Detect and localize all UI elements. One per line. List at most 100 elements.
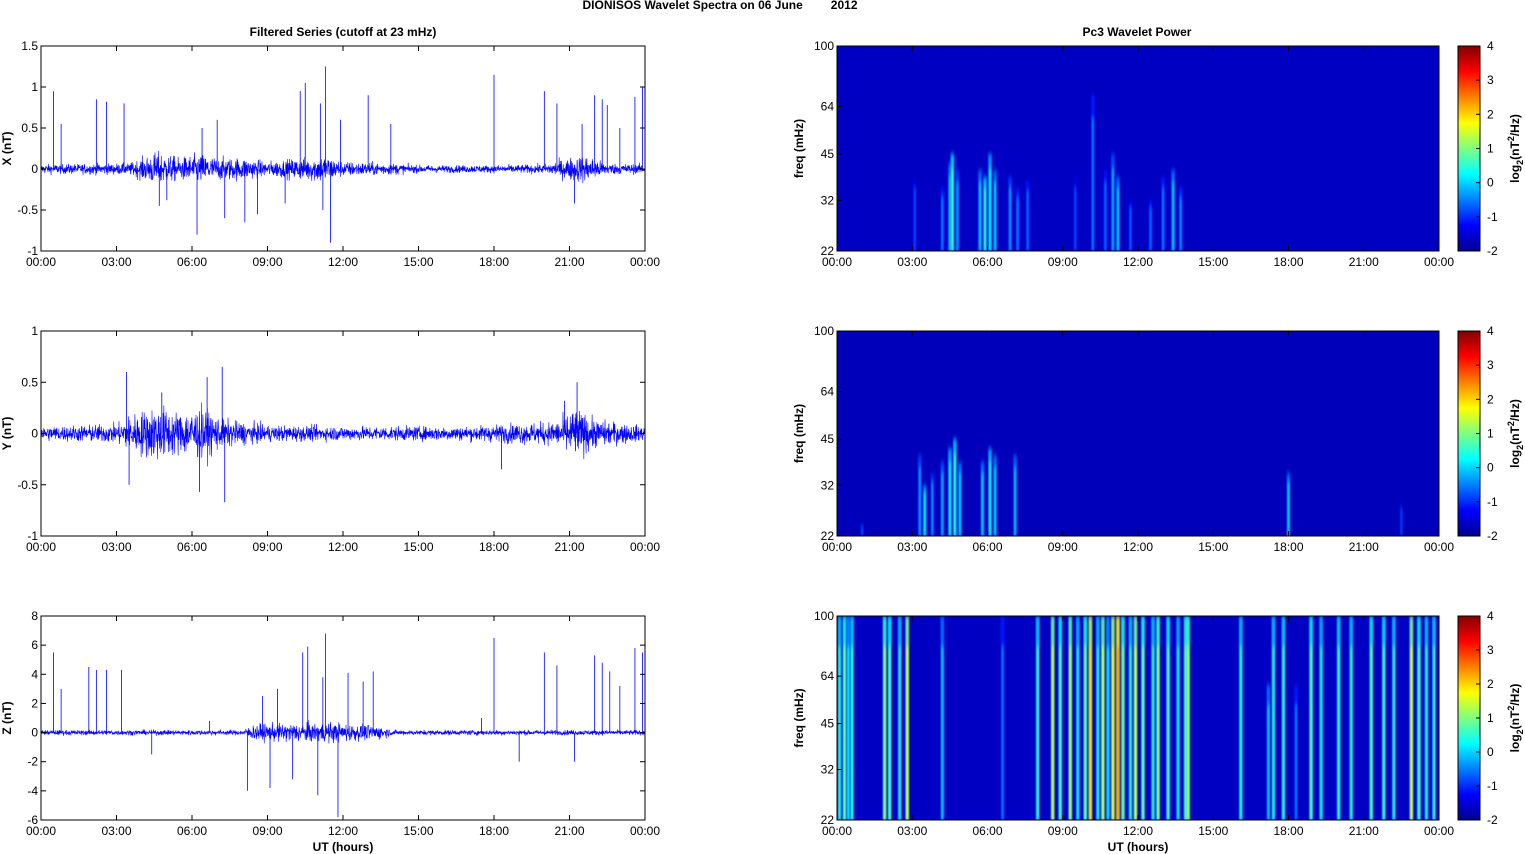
spectrum-z-streak <box>1096 616 1100 820</box>
spectrum-z-streak <box>1088 616 1093 820</box>
spectrum-x-xtick-label: 00:00 <box>1424 255 1454 269</box>
spectrum-x-streak <box>1091 94 1095 251</box>
spectrum-z-streak <box>1106 616 1110 820</box>
spectrum-y-data <box>860 439 1404 536</box>
spectrum-x-xtick-label: 03:00 <box>897 255 927 269</box>
spectrum-x-streak <box>1025 180 1030 251</box>
spectrum-z-colorbar: -2 -1 0 1 2 3 4 log2(nT2/Hz) <box>1457 609 1525 827</box>
spectrum-z-streak <box>1382 616 1386 820</box>
spectrum-z-ytick-label: 22 <box>821 813 835 827</box>
series-x-xtick-label: 21:00 <box>554 255 584 269</box>
spectrum-z-streak <box>1409 616 1414 820</box>
spectrum-x-data <box>912 94 1183 251</box>
spectrum-x-streak <box>1148 200 1153 251</box>
spectrum-z-ytick-label: 100 <box>814 609 834 623</box>
spectrum-y-xtick-label: 06:00 <box>972 540 1002 554</box>
spectrum-z-streak <box>1186 616 1190 820</box>
series-z-ytick-label: 8 <box>31 609 38 623</box>
spectrum-z-streak <box>1336 616 1341 820</box>
spectrum-y-xtick-label: 21:00 <box>1349 540 1379 554</box>
spectrum-x-streak <box>978 170 982 251</box>
spectrum-x-streak <box>983 177 987 251</box>
spectrum-z-background <box>837 616 1439 820</box>
series-y-xtick-label: 06:00 <box>177 540 207 554</box>
series-z-xtick-label: 15:00 <box>403 824 433 838</box>
spectrum-z-streak <box>1392 616 1396 820</box>
spectrum-x-colorbar-tick-label: 1 <box>1487 142 1494 156</box>
spectrum-y-background <box>837 331 1439 536</box>
spectrum-x-streak <box>1161 177 1165 251</box>
series-z-ytick-label: -4 <box>27 784 38 798</box>
series-z-xtick-label: 03:00 <box>101 824 131 838</box>
spectrum-x-colorbar-tick-label: 4 <box>1487 39 1494 53</box>
spectrum-y-colorbar-tick-label: -2 <box>1487 529 1498 543</box>
series-y-xtick-label: 15:00 <box>403 540 433 554</box>
spectrum-z-streak <box>1271 616 1276 820</box>
spectrum-z-streak <box>882 616 887 820</box>
series-y-ytick-label: 1 <box>31 324 38 338</box>
series-z-xtick-label: 12:00 <box>328 824 358 838</box>
series-x-panel: -1 -0.5 0 0.5 1 1.5 00:00 03:00 06:00 09:00 12:00 1… <box>0 39 660 269</box>
series-z-xtick-label: 18:00 <box>479 824 509 838</box>
spectrum-z-xtick-label: 09:00 <box>1048 824 1078 838</box>
series-y-ytick-label: 0.5 <box>21 375 38 389</box>
series-y-panel: -1 -0.5 0 0.5 1 00:00 03:00 06:00 09:00 12:00 15:0… <box>0 324 660 554</box>
spectrum-z-streak <box>1319 616 1323 820</box>
spectrum-x-streak <box>1111 154 1115 251</box>
series-z-xtick-label: 00:00 <box>630 824 660 838</box>
spectrum-z-colorbar-tick-label: 1 <box>1487 711 1494 725</box>
series-x-xtick-label: 09:00 <box>252 255 282 269</box>
spectrum-z-streak <box>1266 684 1271 820</box>
spectrum-y-colorbar-label: log2(nT2/Hz) <box>1506 399 1525 468</box>
spectrum-y-xtick-label: 09:00 <box>1048 540 1078 554</box>
figure-title-year: 2012 <box>831 0 858 12</box>
spectrum-z-streak <box>1151 616 1155 820</box>
spectrum-y-streak <box>953 439 957 536</box>
series-y-ylabel: Y (nT) <box>0 417 14 451</box>
spectrum-z-xtick-label: 12:00 <box>1123 824 1153 838</box>
spectrum-y-xtick-label: 15:00 <box>1198 540 1228 554</box>
series-z-ytick-label: -6 <box>27 813 38 827</box>
spectrum-y-colorbar-tick-label: 1 <box>1487 427 1494 441</box>
spectrum-z-streak <box>1000 616 1005 820</box>
spectrum-z-streak <box>1035 616 1040 820</box>
spectrum-z-colorbar-tick-label: 2 <box>1487 677 1494 691</box>
spectrum-z-streak <box>1294 684 1298 820</box>
spectrum-y-ytick-label: 45 <box>821 432 835 446</box>
series-x-background <box>41 46 645 251</box>
spectrum-z-streak <box>1349 616 1354 820</box>
series-x-data <box>41 66 645 243</box>
spectrum-x-streak <box>1008 177 1012 251</box>
spectrum-y-ytick-label: 100 <box>814 324 834 338</box>
spectrum-z-ytick-label: 64 <box>821 669 835 683</box>
spectrum-x-xtick-label: 12:00 <box>1123 255 1153 269</box>
right-column-title: Pc3 Wavelet Power <box>1083 25 1192 39</box>
spectrum-y-ytick-label: 22 <box>821 529 835 543</box>
spectrum-z-streak <box>1424 616 1429 820</box>
spectrum-y-streak <box>948 448 952 536</box>
series-z-ytick-label: -2 <box>27 755 38 769</box>
spectrum-y-ylabel: freq (mHz) <box>792 404 806 463</box>
series-y-xtick-label: 09:00 <box>252 540 282 554</box>
spectrum-x-xtick-label: 21:00 <box>1349 255 1379 269</box>
spectrum-y-colorbar-tick-label: 3 <box>1487 358 1494 372</box>
spectrum-y-xtick-label: 18:00 <box>1273 540 1303 554</box>
spectrum-x-xtick-label: 09:00 <box>1048 255 1078 269</box>
spectrum-y-colorbar: -2 -1 0 1 2 3 4 log2(nT2/Hz) <box>1457 324 1525 543</box>
spectrum-z-streak <box>1058 616 1063 820</box>
series-y-xtick-label: 03:00 <box>101 540 131 554</box>
series-z-data <box>41 633 645 818</box>
spectrum-z-streak <box>842 616 847 820</box>
spectrum-z-streak <box>1111 616 1115 820</box>
spectrum-y-streak <box>940 462 945 536</box>
spectrum-x-ytick-label: 32 <box>821 193 835 207</box>
series-z-ytick-label: 0 <box>31 726 38 740</box>
spectrum-z-colorbar-tick-label: 3 <box>1487 643 1494 657</box>
spectrum-x-streak <box>1116 177 1120 251</box>
figure-title-main: DIONISOS Wavelet Spectra on 06 June <box>583 0 804 12</box>
spectrum-z-streak <box>1432 616 1436 820</box>
spectrum-z-streak <box>1166 616 1170 820</box>
spectrum-x-streak <box>940 188 945 251</box>
